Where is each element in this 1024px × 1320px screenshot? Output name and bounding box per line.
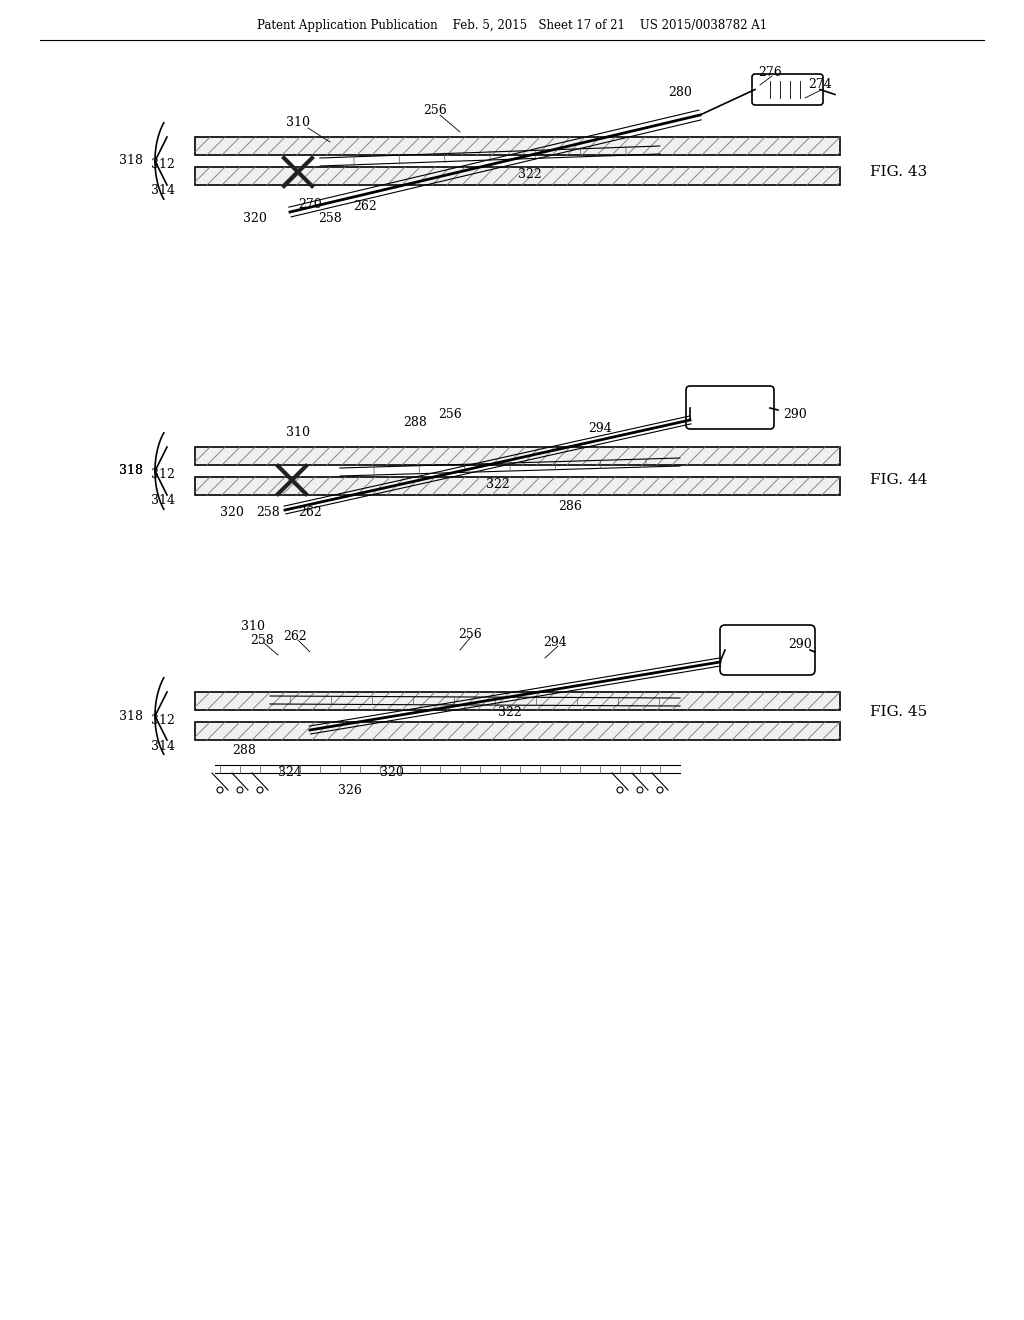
Text: 256: 256 bbox=[423, 103, 446, 116]
Bar bbox=[195, 447, 840, 465]
Text: 256: 256 bbox=[458, 628, 482, 642]
Bar bbox=[195, 477, 840, 495]
Text: 270: 270 bbox=[298, 198, 322, 211]
Text: 312: 312 bbox=[152, 158, 175, 172]
Text: 262: 262 bbox=[298, 506, 322, 519]
Text: Patent Application Publication    Feb. 5, 2015   Sheet 17 of 21    US 2015/00387: Patent Application Publication Feb. 5, 2… bbox=[257, 18, 767, 32]
Text: 312: 312 bbox=[152, 469, 175, 482]
Text: 318: 318 bbox=[119, 465, 143, 478]
Bar bbox=[195, 692, 840, 710]
Text: 258: 258 bbox=[256, 506, 280, 519]
Text: 310: 310 bbox=[241, 620, 265, 634]
Text: 318: 318 bbox=[119, 465, 143, 478]
Text: 280: 280 bbox=[668, 86, 692, 99]
Text: 322: 322 bbox=[486, 479, 510, 491]
Text: 290: 290 bbox=[788, 639, 812, 652]
Text: 258: 258 bbox=[318, 211, 342, 224]
Text: 314: 314 bbox=[151, 739, 175, 752]
Text: 310: 310 bbox=[286, 116, 310, 129]
Text: FIG. 43: FIG. 43 bbox=[870, 165, 928, 180]
Text: 324: 324 bbox=[279, 766, 302, 779]
Text: 276: 276 bbox=[758, 66, 782, 78]
Text: 294: 294 bbox=[543, 636, 567, 649]
Text: 288: 288 bbox=[403, 417, 427, 429]
FancyBboxPatch shape bbox=[720, 624, 815, 675]
Circle shape bbox=[617, 787, 623, 793]
Text: 318: 318 bbox=[119, 154, 143, 168]
Circle shape bbox=[217, 787, 223, 793]
Text: 312: 312 bbox=[152, 714, 175, 726]
Text: 258: 258 bbox=[250, 634, 273, 647]
Text: 322: 322 bbox=[518, 169, 542, 181]
Text: 310: 310 bbox=[286, 425, 310, 438]
Text: 320: 320 bbox=[243, 211, 267, 224]
Bar bbox=[195, 137, 840, 154]
Text: 288: 288 bbox=[232, 744, 256, 758]
Text: 262: 262 bbox=[283, 631, 307, 644]
Text: 320: 320 bbox=[380, 766, 403, 779]
Text: 290: 290 bbox=[783, 408, 807, 421]
Text: 274: 274 bbox=[808, 78, 831, 91]
Text: FIG. 45: FIG. 45 bbox=[870, 705, 928, 719]
Circle shape bbox=[257, 787, 263, 793]
Bar bbox=[195, 168, 840, 185]
Text: 320: 320 bbox=[220, 506, 244, 519]
Text: 262: 262 bbox=[353, 201, 377, 214]
Text: 322: 322 bbox=[498, 705, 522, 718]
FancyBboxPatch shape bbox=[686, 385, 774, 429]
Text: FIG. 44: FIG. 44 bbox=[870, 473, 928, 487]
Text: 314: 314 bbox=[151, 495, 175, 507]
Text: 286: 286 bbox=[558, 499, 582, 512]
Text: 318: 318 bbox=[119, 710, 143, 722]
Circle shape bbox=[657, 787, 663, 793]
Text: 326: 326 bbox=[338, 784, 361, 796]
FancyBboxPatch shape bbox=[752, 74, 823, 106]
Bar bbox=[195, 722, 840, 741]
Text: 256: 256 bbox=[438, 408, 462, 421]
Circle shape bbox=[237, 787, 243, 793]
Circle shape bbox=[637, 787, 643, 793]
Text: 314: 314 bbox=[151, 185, 175, 198]
Text: 294: 294 bbox=[588, 421, 612, 434]
